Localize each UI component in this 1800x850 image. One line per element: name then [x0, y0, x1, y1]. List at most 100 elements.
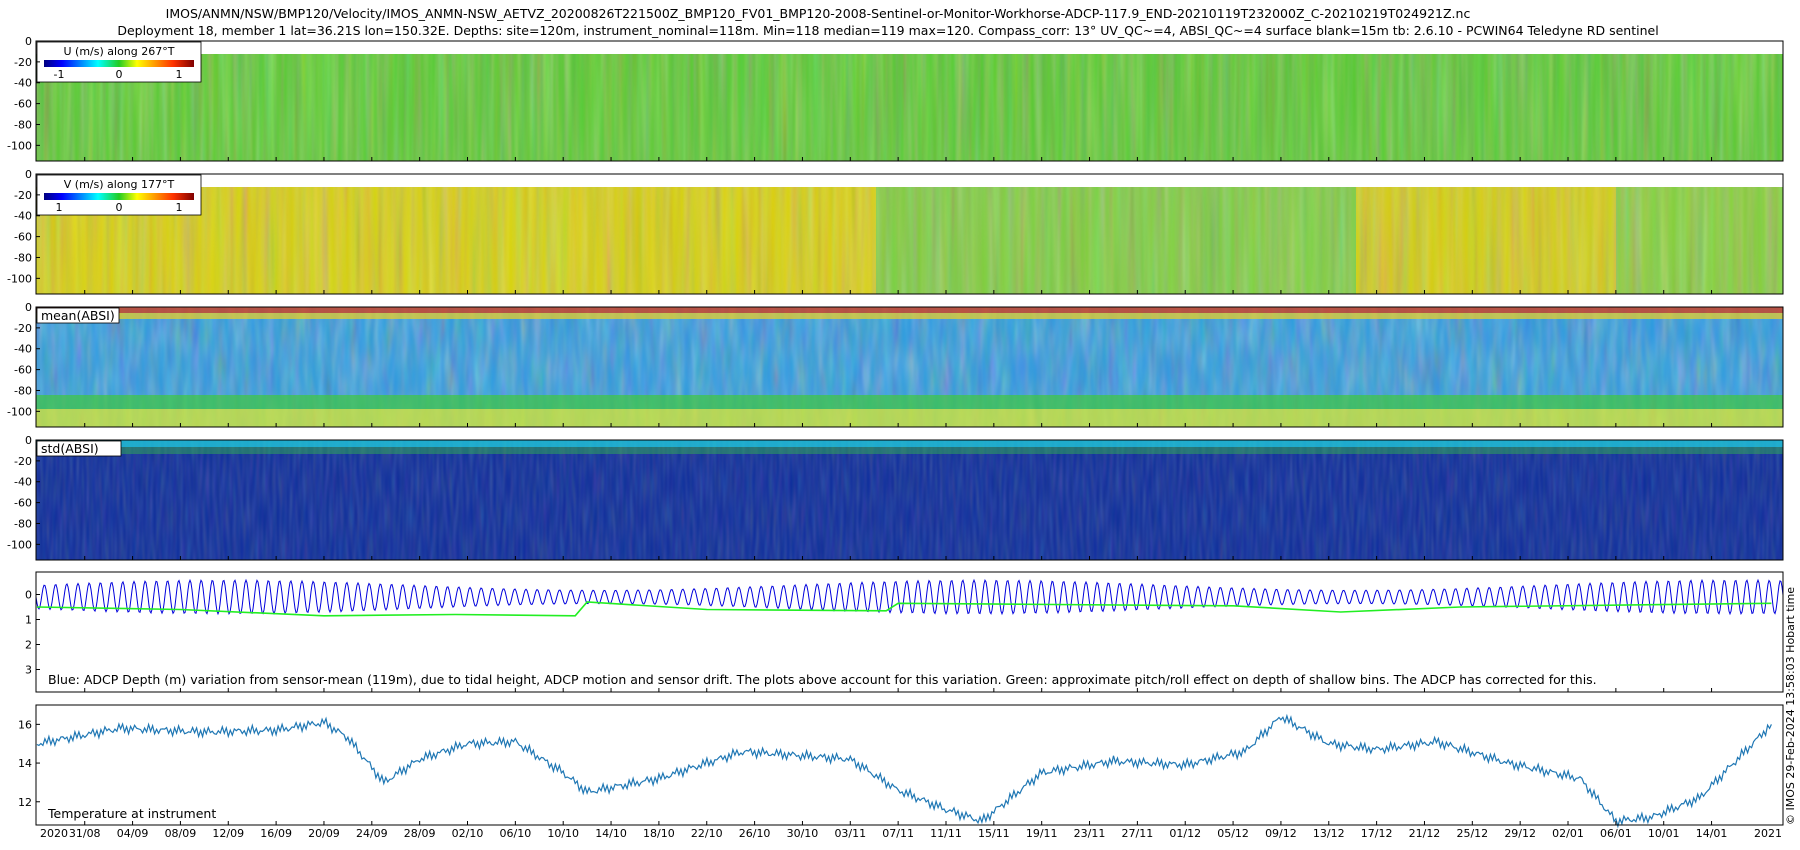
temperature-series [36, 713, 1772, 829]
side-credit-label: © IMOS 29-Feb-2024 13:58:03 Hobart time [1784, 587, 1797, 825]
depth-blue-series [35, 578, 1784, 616]
x-tick-label: 14/01 [1696, 827, 1728, 840]
x-tick-label: 15/11 [978, 827, 1010, 840]
x-tick-label: 11/11 [930, 827, 962, 840]
u-colorbar-tick-3: 1 [176, 68, 183, 81]
y-tick-label: -80 [14, 517, 32, 530]
y-tick-label: -100 [7, 405, 32, 418]
y-tick-label: -40 [14, 77, 32, 90]
y-tick-label: 0 [25, 301, 32, 314]
x-tick-label: 30/10 [787, 827, 819, 840]
title-line1: IMOS/ANMN/NSW/BMP120/Velocity/IMOS_ANMN-… [166, 6, 1471, 21]
mean-absi-top-band [36, 307, 1783, 313]
y-tick-label: -60 [14, 497, 32, 510]
y-tick-label: -60 [14, 98, 32, 111]
x-tick-label: 10/01 [1648, 827, 1680, 840]
depth-axes-frame [35, 571, 1784, 693]
y-tick-label: -20 [14, 455, 32, 468]
y-tick-label: 0 [25, 434, 32, 447]
x-tick-label: 24/09 [356, 827, 388, 840]
temperature-axes-frame [35, 704, 1784, 826]
title-line2: Deployment 18, member 1 lat=36.21S lon=1… [117, 23, 1658, 38]
y-tick-label: -100 [7, 139, 32, 152]
x-tick-label: 22/10 [691, 827, 723, 840]
std-absi-panel: std(ABSI) 0 -20 -40 -60 -80 -100 [7, 434, 1784, 561]
x-tick-label: 03/11 [834, 827, 866, 840]
u-legend-label: U (m/s) along 267°T [64, 45, 175, 58]
x-tick-label: 23/11 [1074, 827, 1106, 840]
x-tick-label: 26/10 [739, 827, 771, 840]
x-tick-label: 20/09 [308, 827, 340, 840]
x-tick-label: 25/12 [1456, 827, 1488, 840]
x-year-start: 2020 [40, 827, 68, 840]
v-heatmap-texture [36, 174, 1783, 294]
y-tick-label: -40 [14, 343, 32, 356]
std-absi-top-band-2 [36, 447, 1783, 454]
x-tick-label: 17/12 [1361, 827, 1393, 840]
x-tick-label: 04/09 [117, 827, 149, 840]
u-velocity-panel: U (m/s) along 267°T -1 0 1 0 -20 -40 -60 -80… [7, 35, 1784, 162]
temperature-annotation: Temperature at instrument [47, 806, 216, 821]
std-absi-texture [36, 440, 1783, 560]
y-tick-label: 1 [25, 614, 32, 627]
y-tick-label: -80 [14, 118, 32, 131]
v-colorbar-tick-3: 1 [176, 201, 183, 214]
mean-absi-lower-band [36, 395, 1783, 409]
mean-absi-top-band-2 [36, 313, 1783, 319]
u-colorbar-tick-2: 0 [116, 68, 123, 81]
y-tick-label: -40 [14, 210, 32, 223]
x-tick-label: 18/10 [643, 827, 675, 840]
y-tick-label: -100 [7, 538, 32, 551]
x-tick-label: 02/10 [452, 827, 484, 840]
u-surface-blank [36, 41, 1783, 54]
y-tick-label: -60 [14, 364, 32, 377]
x-tick-label: 07/11 [882, 827, 914, 840]
std-absi-legend-label: std(ABSI) [41, 441, 99, 456]
v-colorbar-tick-1: 1 [56, 201, 63, 214]
temperature-panel: Temperature at instrument 12 14 16 [18, 704, 1784, 829]
x-tick-label: 09/12 [1265, 827, 1297, 840]
u-heatmap-texture [36, 41, 1783, 161]
std-absi-top-band [36, 440, 1783, 447]
mean-absi-bottom-band [36, 409, 1783, 427]
y-tick-label: -80 [14, 384, 32, 397]
y-tick-label: 0 [25, 35, 32, 48]
y-tick-label: -20 [14, 322, 32, 335]
x-tick-label: 08/09 [165, 827, 197, 840]
x-tick-label: 12/09 [212, 827, 244, 840]
x-axis: 31/08 04/09 08/09 12/09 16/09 20/09 24/09 28/09… [69, 157, 1728, 840]
u-colorbar [44, 60, 194, 67]
mean-absi-legend-box [36, 307, 120, 324]
y-tick-label: -80 [14, 251, 32, 264]
v-legend-box: V (m/s) along 177°T 1 0 1 [36, 174, 202, 216]
x-tick-label: 19/11 [1026, 827, 1058, 840]
depth-green-series [36, 601, 1772, 617]
x-tick-label: 14/10 [595, 827, 627, 840]
v-velocity-panel: V (m/s) along 177°T 1 0 1 0 -20 -40 -60 -80 -… [7, 168, 1784, 295]
v-axes-frame [35, 173, 1784, 295]
x-tick-label: 31/08 [69, 827, 101, 840]
y-tick-label: -20 [14, 56, 32, 69]
u-colorbar-tick-1: -1 [54, 68, 65, 81]
x-tick-label: 06/10 [500, 827, 532, 840]
y-tick-label: 16 [18, 718, 32, 731]
x-tick-label: 01/12 [1169, 827, 1201, 840]
std-absi-axes-frame [35, 439, 1784, 561]
y-tick-label: 2 [25, 639, 32, 652]
x-tick-label: 16/09 [260, 827, 292, 840]
y-tick-label: 12 [18, 796, 32, 809]
depth-panel: Blue: ADCP Depth (m) variation from sens… [25, 571, 1784, 693]
x-tick-label: 06/01 [1600, 827, 1632, 840]
x-tick-label: 02/01 [1552, 827, 1584, 840]
v-surface-blank [36, 174, 1783, 187]
v-colorbar-tick-2: 0 [116, 201, 123, 214]
mean-absi-axes-frame [35, 306, 1784, 428]
u-legend-box: U (m/s) along 267°T -1 0 1 [36, 41, 202, 83]
v-colorbar [44, 193, 194, 200]
x-tick-label: 21/12 [1409, 827, 1441, 840]
x-tick-label: 29/12 [1504, 827, 1536, 840]
x-tick-label: 05/12 [1217, 827, 1249, 840]
depth-annotation: Blue: ADCP Depth (m) variation from sens… [48, 672, 1597, 687]
y-tick-label: -60 [14, 231, 32, 244]
